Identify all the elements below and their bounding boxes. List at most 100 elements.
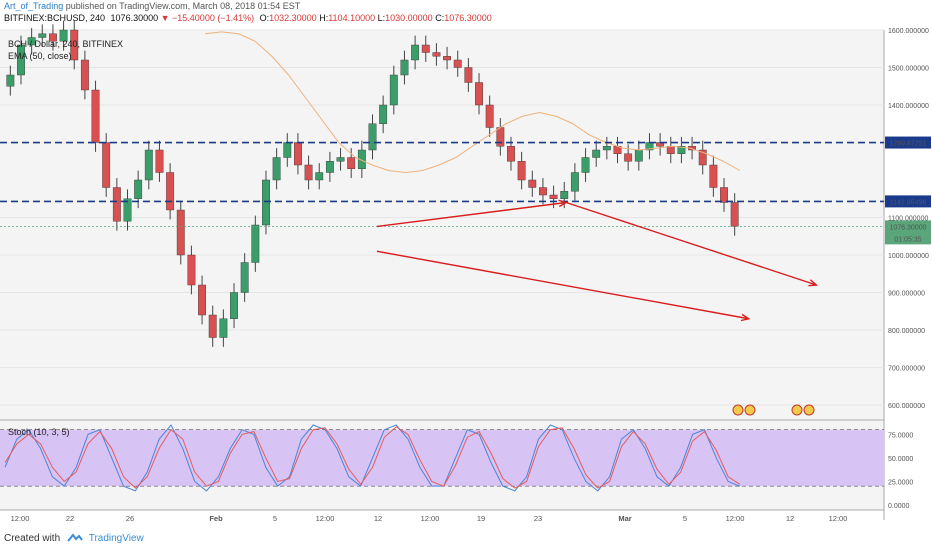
tradingview-logo-icon xyxy=(67,533,83,542)
x-tick-label: 12:00 xyxy=(316,514,335,523)
candle xyxy=(272,157,281,181)
candle xyxy=(602,146,611,151)
series-legend: BCH / Dollar, 240, BITFINEX xyxy=(8,39,123,49)
close-label: C: xyxy=(435,13,445,23)
author-link[interactable]: Art_of_Trading xyxy=(4,1,64,11)
candle xyxy=(123,198,132,222)
x-tick-label: 5 xyxy=(683,514,687,523)
level-price-tag xyxy=(885,195,931,208)
candle xyxy=(219,318,228,338)
trend-arrow xyxy=(376,201,567,228)
countdown-label: 01:05:35 xyxy=(894,236,921,243)
candle xyxy=(325,161,334,173)
publish-text: published on TradingView.com, March 08, … xyxy=(65,1,301,11)
stoch-line xyxy=(4,426,741,489)
candle xyxy=(315,172,324,181)
candle xyxy=(496,127,505,147)
x-tick-label: 12:00 xyxy=(829,514,848,523)
candle xyxy=(709,164,718,188)
candle xyxy=(262,179,270,226)
x-tick-label: 12:00 xyxy=(11,514,30,523)
candle xyxy=(251,224,260,263)
y-tick-label: 1000.000000 xyxy=(888,253,929,260)
open-value: 1032.30000 xyxy=(269,13,317,23)
x-tick-label: 12:00 xyxy=(726,514,745,523)
candle xyxy=(464,67,473,83)
ohlc-header: BITFINEX:BCHUSD, 240 1076.30000 ▼ −15.40… xyxy=(4,13,492,25)
x-tick-label: Feb xyxy=(209,514,223,523)
candle xyxy=(198,284,206,316)
candle xyxy=(304,164,313,181)
x-tick-label: 22 xyxy=(66,514,74,523)
stoch-legend: Stoch (10, 3, 5) xyxy=(8,427,70,437)
stoch-band xyxy=(0,429,884,487)
x-tick-label: 26 xyxy=(126,514,134,523)
event-flag-icon xyxy=(744,404,756,416)
candle xyxy=(70,29,79,61)
candle xyxy=(112,187,121,222)
x-tick-label: 12 xyxy=(374,514,382,523)
y-tick-label: 600.000000 xyxy=(888,403,925,410)
candle xyxy=(230,292,238,319)
candle xyxy=(592,149,601,158)
candle xyxy=(528,179,537,188)
candle xyxy=(17,44,25,76)
candle xyxy=(421,44,430,53)
candle xyxy=(166,172,175,211)
candle xyxy=(539,187,547,196)
y-tick-label: 1600.000000 xyxy=(888,28,929,35)
candle xyxy=(144,149,153,181)
candle xyxy=(6,74,15,87)
y-tick-label: 1100.000000 xyxy=(888,216,928,223)
y-tick-label: 1400.000000 xyxy=(888,103,929,110)
candle xyxy=(677,146,686,154)
symbol-label[interactable]: BITFINEX:BCHUSD, 240 xyxy=(4,13,106,23)
candle xyxy=(570,172,579,192)
candle xyxy=(368,123,377,151)
x-tick-label: 5 xyxy=(273,514,277,523)
event-flag-icon xyxy=(803,404,815,416)
stoch-tick-label: 75.0000 xyxy=(888,432,913,439)
candle xyxy=(187,254,196,286)
trend-arrow xyxy=(376,250,749,320)
high-value: 1104.10000 xyxy=(328,13,376,23)
stoch-tick-label: 50.0000 xyxy=(888,456,913,463)
y-tick-label: 900.000000 xyxy=(888,291,925,298)
tradingview-brand[interactable]: TradingView xyxy=(88,533,144,544)
y-tick-label: 800.000000 xyxy=(888,328,925,335)
created-with-text: Created with xyxy=(4,533,61,544)
candle xyxy=(155,149,164,173)
candle xyxy=(102,142,111,188)
event-flag-icon xyxy=(791,404,803,416)
candle xyxy=(549,194,558,199)
candle xyxy=(432,52,441,57)
candle xyxy=(634,149,643,162)
ema-legend: EMA (50, close) xyxy=(8,51,72,61)
last-price-label: 1076.30000 xyxy=(890,224,927,231)
candle xyxy=(134,179,143,199)
x-tick-label: 19 xyxy=(477,514,485,523)
candle xyxy=(400,59,409,76)
x-tick-label: 12 xyxy=(786,514,794,523)
candle xyxy=(59,29,68,42)
y-tick-label: 1500.000000 xyxy=(888,66,929,73)
level-price-label: 1299.87251 xyxy=(890,141,927,148)
candle xyxy=(485,104,494,128)
close-value: 1076.30000 xyxy=(444,13,492,23)
stoch-line xyxy=(4,424,741,492)
candle xyxy=(49,33,57,42)
candle xyxy=(379,104,388,124)
candle xyxy=(208,314,217,338)
candle xyxy=(80,59,89,91)
event-flag-icon xyxy=(732,404,744,416)
last-price-tag xyxy=(885,220,931,245)
candle xyxy=(283,142,292,158)
candle xyxy=(389,74,398,106)
candle xyxy=(581,157,590,173)
publish-info: Art_of_Trading published on TradingView.… xyxy=(4,1,300,13)
candle xyxy=(720,187,728,203)
candle xyxy=(475,82,483,106)
last-price: 1076.30000 xyxy=(110,13,159,23)
price-pane[interactable] xyxy=(0,30,884,420)
